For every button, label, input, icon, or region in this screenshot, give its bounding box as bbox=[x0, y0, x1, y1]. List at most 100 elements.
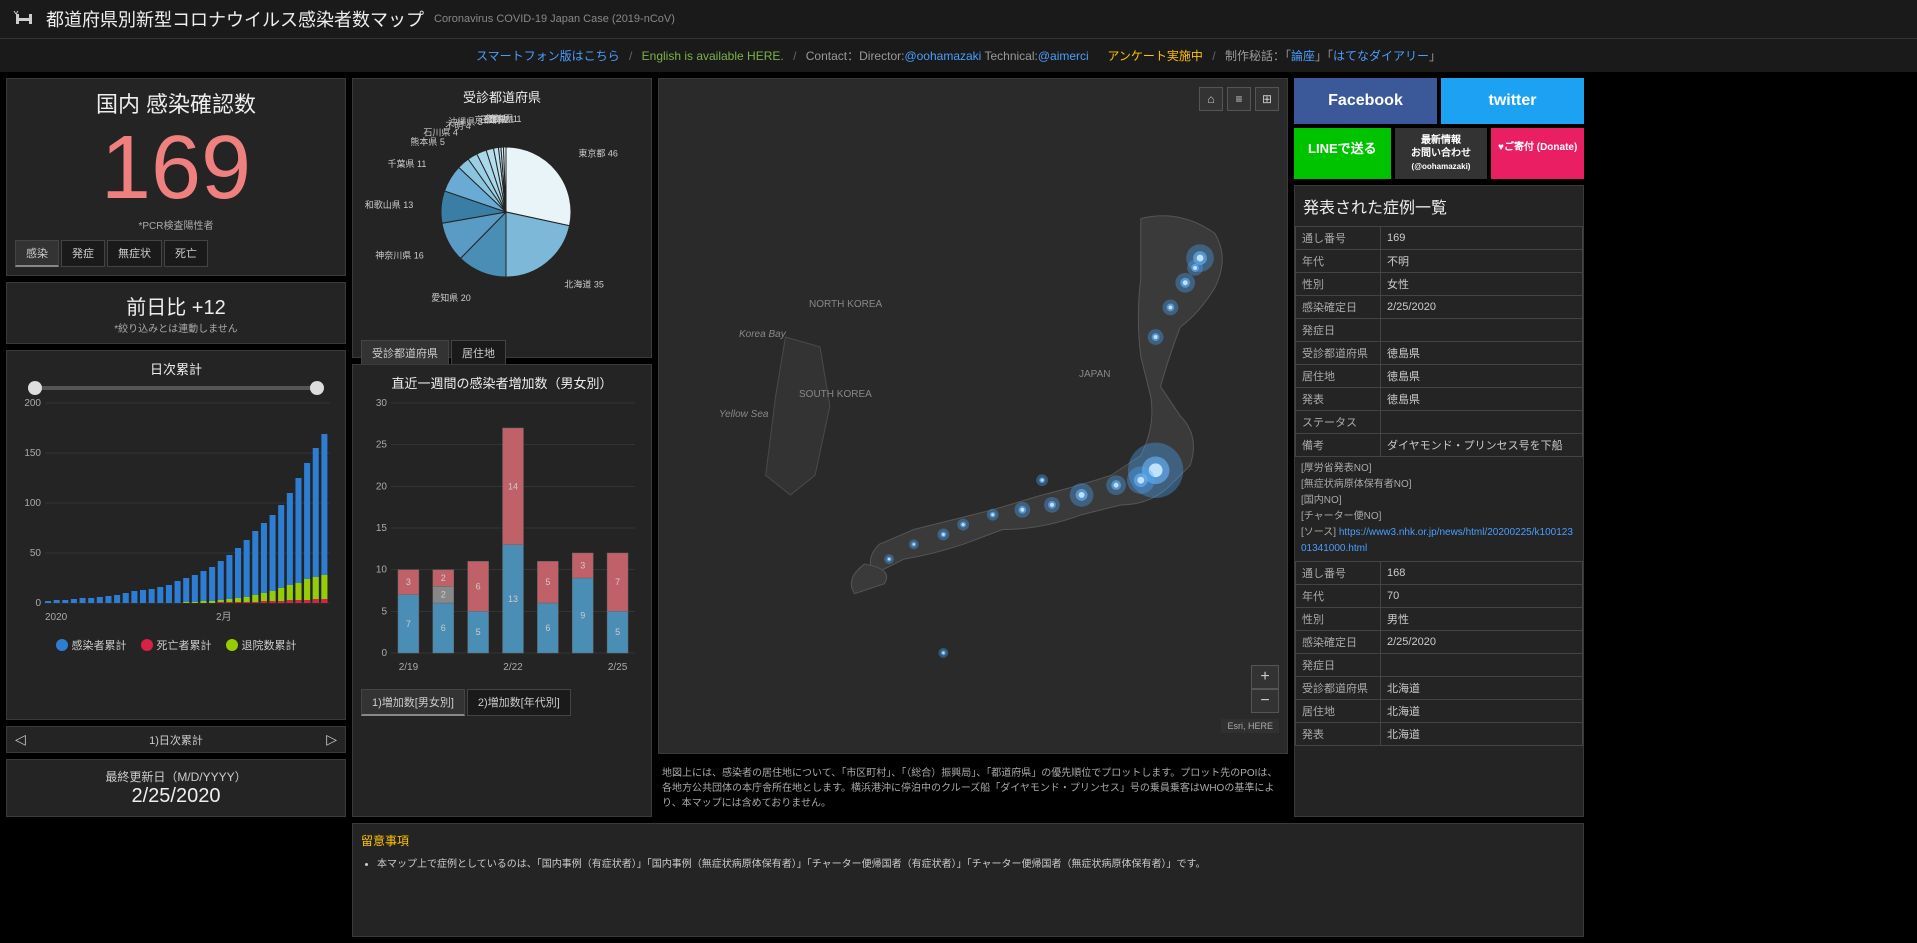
map-note: 地図上には、感染者の居住地について、「市区町村」、「（総合）振興局」、「都道府県… bbox=[658, 760, 1288, 817]
tab-無症状[interactable]: 無症状 bbox=[107, 240, 162, 267]
svg-text:北海道 35: 北海道 35 bbox=[564, 278, 604, 289]
tab-死亡[interactable]: 死亡 bbox=[164, 240, 208, 267]
legend-死亡者累計: 死亡者累計 bbox=[141, 637, 212, 653]
svg-text:7: 7 bbox=[406, 619, 411, 629]
date-slider[interactable] bbox=[35, 386, 317, 390]
tab-2)増加数[年代別][interactable]: 2)増加数[年代別] bbox=[467, 689, 571, 716]
case-field-label: 発症日 bbox=[1296, 319, 1381, 342]
director-link[interactable]: @oohamazaki bbox=[904, 49, 981, 63]
total-cases-note: *PCR検査陽性者 bbox=[15, 217, 337, 232]
case-field-value: 168 bbox=[1381, 562, 1583, 585]
pie-chart-panel: 受診都道府県 東京都 46北海道 35愛知県 20神奈川県 16和歌山県 13千… bbox=[352, 78, 652, 358]
case-source-link[interactable]: https://www3.nhk.or.jp/news/html/2020022… bbox=[1301, 527, 1573, 554]
weekly-chart-svg: 051015202530732/196225613142/226593572/2… bbox=[361, 398, 645, 678]
story1-link[interactable]: 論座 bbox=[1291, 49, 1315, 63]
map-label-ks: Korea Bay bbox=[739, 329, 786, 340]
map-controls: ⌂ ≡ ⊞ bbox=[1199, 87, 1279, 111]
slider-thumb-left[interactable] bbox=[28, 381, 42, 395]
tech-label: Technical: bbox=[984, 49, 1037, 63]
case-field-label: 受診都道府県 bbox=[1296, 677, 1381, 700]
pager-next[interactable]: ▷ bbox=[326, 731, 337, 748]
tab-発症[interactable]: 発症 bbox=[61, 240, 105, 267]
total-cases-panel: 国内 感染確認数 169 *PCR検査陽性者 感染発症無症状死亡 bbox=[6, 78, 346, 276]
svg-text:2: 2 bbox=[441, 590, 446, 600]
case-field-label: 性別 bbox=[1296, 273, 1381, 296]
twitter-button[interactable]: twitter bbox=[1441, 78, 1584, 124]
svg-text:2/25: 2/25 bbox=[608, 662, 628, 673]
svg-text:5: 5 bbox=[615, 627, 620, 637]
weekly-tabs: 1)増加数[男女別]2)増加数[年代別] bbox=[361, 689, 643, 716]
case-field-value: 女性 bbox=[1381, 273, 1583, 296]
case-field-value: ダイヤモンド・プリンセス号を下船 bbox=[1381, 434, 1583, 457]
case-field-value bbox=[1381, 654, 1583, 677]
case-field-label: 居住地 bbox=[1296, 700, 1381, 723]
svg-text:愛知県 20: 愛知県 20 bbox=[431, 292, 471, 303]
map-grid-button[interactable]: ⊞ bbox=[1255, 87, 1279, 111]
notes-panel: 留意事項 本マップ上で症例としているのは、「国内事例（有症状者）」「国内事例（無… bbox=[352, 823, 1584, 937]
case-field-label: 備考 bbox=[1296, 434, 1381, 457]
tab-受診都道府県[interactable]: 受診都道府県 bbox=[361, 340, 449, 367]
slider-thumb-right[interactable] bbox=[310, 381, 324, 395]
case-field-value: 70 bbox=[1381, 585, 1583, 608]
map-zoom-out[interactable]: − bbox=[1251, 689, 1279, 713]
pager-prev[interactable]: ◁ bbox=[15, 731, 26, 748]
svg-text:神奈川県 16: 神奈川県 16 bbox=[375, 249, 424, 260]
notes-title: 留意事項 bbox=[361, 832, 1575, 849]
svg-text:東京都 46: 東京都 46 bbox=[578, 148, 618, 159]
case-field-value: 北海道 bbox=[1381, 677, 1583, 700]
map-zoom-in[interactable]: + bbox=[1251, 665, 1279, 689]
svg-text:6: 6 bbox=[441, 623, 446, 633]
facebook-button[interactable]: Facebook bbox=[1294, 78, 1437, 124]
svg-text:20: 20 bbox=[376, 481, 388, 492]
case-field-label: 通し番号 bbox=[1296, 562, 1381, 585]
case-field-label: 発表 bbox=[1296, 723, 1381, 746]
subheader-links: スマートフォン版はこちら / English is available HERE… bbox=[0, 39, 1917, 72]
map-zoom-controls: + − bbox=[1251, 665, 1279, 713]
svg-text:千葉県 11: 千葉県 11 bbox=[388, 158, 427, 169]
story2-link[interactable]: はてなダイアリー bbox=[1333, 49, 1429, 63]
daily-chart-title: 日次累計 bbox=[15, 359, 337, 378]
case-field-value bbox=[1381, 411, 1583, 434]
daily-diff-note: *絞り込みとは連動しません bbox=[15, 320, 337, 335]
daily-diff-value: 前日比 +12 bbox=[15, 291, 337, 320]
svg-text:200: 200 bbox=[24, 398, 41, 409]
pie-chart-body: 東京都 46北海道 35愛知県 20神奈川県 16和歌山県 13千葉県 11熊本… bbox=[361, 112, 643, 332]
social-buttons: Facebook twitter LINEで送る 最新情報 お問い合わせ(@oo… bbox=[1294, 78, 1584, 179]
svg-text:14: 14 bbox=[508, 481, 518, 491]
svg-text:2/19: 2/19 bbox=[399, 662, 419, 673]
map-list-button[interactable]: ≡ bbox=[1227, 87, 1251, 111]
legend-退院数累計: 退院数累計 bbox=[226, 637, 297, 653]
case-field-label: 通し番号 bbox=[1296, 227, 1381, 250]
english-link[interactable]: English is available HERE. bbox=[642, 49, 784, 63]
tech-link[interactable]: @aimerci bbox=[1038, 49, 1089, 63]
case-field-value bbox=[1381, 319, 1583, 342]
svg-text:15: 15 bbox=[376, 523, 388, 534]
donate-button[interactable]: ♥ご寄付 (Donate) bbox=[1491, 128, 1584, 179]
case-field-value: 徳島県 bbox=[1381, 342, 1583, 365]
survey-link[interactable]: アンケート実施中 bbox=[1107, 49, 1203, 63]
line-button[interactable]: LINEで送る bbox=[1294, 128, 1391, 179]
total-cases-title: 国内 感染確認数 bbox=[15, 87, 337, 119]
map-home-button[interactable]: ⌂ bbox=[1199, 87, 1223, 111]
tab-居住地[interactable]: 居住地 bbox=[451, 340, 506, 367]
svg-text:10: 10 bbox=[376, 565, 388, 576]
case-list-title: 発表された症例一覧 bbox=[1295, 186, 1583, 226]
tab-感染[interactable]: 感染 bbox=[15, 240, 59, 267]
last-update-date: 2/25/2020 bbox=[15, 785, 337, 808]
daily-diff-panel: 前日比 +12 *絞り込みとは連動しません bbox=[6, 282, 346, 344]
info-button[interactable]: 最新情報 お問い合わせ(@oohamazaki) bbox=[1395, 128, 1488, 179]
daily-chart-svg: 05010015020020202月 bbox=[15, 398, 335, 628]
case-table-2: 通し番号168年代70性別男性感染確定日2/25/2020発症日受診都道府県北海… bbox=[1295, 561, 1583, 746]
svg-text:5: 5 bbox=[476, 627, 481, 637]
svg-text:30: 30 bbox=[376, 398, 388, 409]
svg-text:和歌山県 13: 和歌山県 13 bbox=[365, 199, 414, 210]
svg-text:13: 13 bbox=[508, 594, 518, 604]
map-label-nk: NORTH KOREA bbox=[809, 299, 882, 310]
case-field-value: 169 bbox=[1381, 227, 1583, 250]
case-field-label: 受診都道府県 bbox=[1296, 342, 1381, 365]
app-header: 都道府県別新型コロナウイルス感染者数マップ Coronavirus COVID-… bbox=[0, 0, 1917, 39]
map-panel[interactable]: ⌂ ≡ ⊞ + − Esri, HERE NORTH KOREA SOUTH K… bbox=[658, 78, 1288, 754]
tab-1)増加数[男女別][interactable]: 1)増加数[男女別] bbox=[361, 689, 465, 716]
smartphone-link[interactable]: スマートフォン版はこちら bbox=[476, 49, 620, 63]
app-title: 都道府県別新型コロナウイルス感染者数マップ bbox=[46, 6, 424, 32]
